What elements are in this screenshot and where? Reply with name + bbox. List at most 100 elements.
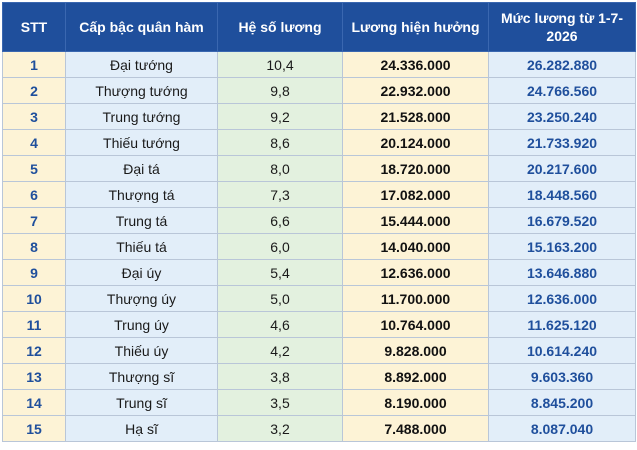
table-row: 3 Trung tướng 9,2 21.528.000 23.250.240 bbox=[2, 103, 636, 130]
cell-rank: Đại úy bbox=[65, 259, 218, 286]
cell-current-salary: 8.190.000 bbox=[342, 389, 489, 416]
cell-new-salary: 24.766.560 bbox=[488, 77, 636, 104]
cell-rank: Trung tướng bbox=[65, 103, 218, 130]
cell-new-salary: 26.282.880 bbox=[488, 51, 636, 78]
table-row: 10 Thượng úy 5,0 11.700.000 12.636.000 bbox=[2, 285, 636, 312]
cell-coefficient: 9,2 bbox=[217, 103, 343, 130]
header-new-salary: Mức lương từ 1-7-2026 bbox=[488, 2, 636, 52]
cell-current-salary: 15.444.000 bbox=[342, 207, 489, 234]
cell-new-salary: 18.448.560 bbox=[488, 181, 636, 208]
cell-stt: 4 bbox=[2, 129, 66, 156]
cell-rank: Thượng sĩ bbox=[65, 363, 218, 390]
table-row: 1 Đại tướng 10,4 24.336.000 26.282.880 bbox=[2, 51, 636, 78]
table-row: 9 Đại úy 5,4 12.636.000 13.646.880 bbox=[2, 259, 636, 286]
cell-current-salary: 7.488.000 bbox=[342, 415, 489, 442]
cell-stt: 1 bbox=[2, 51, 66, 78]
cell-stt: 7 bbox=[2, 207, 66, 234]
cell-stt: 11 bbox=[2, 311, 66, 338]
cell-new-salary: 13.646.880 bbox=[488, 259, 636, 286]
cell-coefficient: 3,8 bbox=[217, 363, 343, 390]
cell-new-salary: 15.163.200 bbox=[488, 233, 636, 260]
cell-current-salary: 24.336.000 bbox=[342, 51, 489, 78]
cell-current-salary: 11.700.000 bbox=[342, 285, 489, 312]
cell-coefficient: 8,6 bbox=[217, 129, 343, 156]
cell-new-salary: 20.217.600 bbox=[488, 155, 636, 182]
cell-current-salary: 8.892.000 bbox=[342, 363, 489, 390]
cell-new-salary: 8.845.200 bbox=[488, 389, 636, 416]
cell-current-salary: 21.528.000 bbox=[342, 103, 489, 130]
table-row: 8 Thiếu tá 6,0 14.040.000 15.163.200 bbox=[2, 233, 636, 260]
salary-table: STT Cấp bậc quân hàm Hệ số lương Lương h… bbox=[2, 2, 636, 442]
cell-new-salary: 8.087.040 bbox=[488, 415, 636, 442]
cell-coefficient: 4,6 bbox=[217, 311, 343, 338]
cell-new-salary: 12.636.000 bbox=[488, 285, 636, 312]
cell-coefficient: 9,8 bbox=[217, 77, 343, 104]
cell-coefficient: 4,2 bbox=[217, 337, 343, 364]
table-row: 7 Trung tá 6,6 15.444.000 16.679.520 bbox=[2, 207, 636, 234]
cell-coefficient: 5,4 bbox=[217, 259, 343, 286]
cell-rank: Thiếu tá bbox=[65, 233, 218, 260]
header-current-salary: Lương hiện hưởng bbox=[342, 2, 489, 52]
table-body: 1 Đại tướng 10,4 24.336.000 26.282.880 2 Thượn… bbox=[2, 51, 636, 442]
header-row: STT Cấp bậc quân hàm Hệ số lương Lương h… bbox=[2, 2, 636, 52]
cell-coefficient: 3,5 bbox=[217, 389, 343, 416]
cell-coefficient: 7,3 bbox=[217, 181, 343, 208]
table-row: 13 Thượng sĩ 3,8 8.892.000 9.603.360 bbox=[2, 363, 636, 390]
cell-current-salary: 17.082.000 bbox=[342, 181, 489, 208]
table-row: 2 Thượng tướng 9,8 22.932.000 24.766.560 bbox=[2, 77, 636, 104]
header-rank: Cấp bậc quân hàm bbox=[65, 2, 218, 52]
cell-stt: 8 bbox=[2, 233, 66, 260]
table-row: 11 Trung úy 4,6 10.764.000 11.625.120 bbox=[2, 311, 636, 338]
cell-rank: Thượng úy bbox=[65, 285, 218, 312]
cell-stt: 5 bbox=[2, 155, 66, 182]
cell-stt: 13 bbox=[2, 363, 66, 390]
cell-stt: 3 bbox=[2, 103, 66, 130]
cell-new-salary: 9.603.360 bbox=[488, 363, 636, 390]
table-row: 12 Thiếu úy 4,2 9.828.000 10.614.240 bbox=[2, 337, 636, 364]
cell-new-salary: 16.679.520 bbox=[488, 207, 636, 234]
cell-coefficient: 6,0 bbox=[217, 233, 343, 260]
cell-coefficient: 6,6 bbox=[217, 207, 343, 234]
cell-stt: 2 bbox=[2, 77, 66, 104]
table-row: 4 Thiếu tướng 8,6 20.124.000 21.733.920 bbox=[2, 129, 636, 156]
cell-new-salary: 21.733.920 bbox=[488, 129, 636, 156]
cell-current-salary: 9.828.000 bbox=[342, 337, 489, 364]
cell-current-salary: 10.764.000 bbox=[342, 311, 489, 338]
cell-current-salary: 14.040.000 bbox=[342, 233, 489, 260]
table-row: 15 Hạ sĩ 3,2 7.488.000 8.087.040 bbox=[2, 415, 636, 442]
cell-rank: Trung sĩ bbox=[65, 389, 218, 416]
cell-rank: Trung tá bbox=[65, 207, 218, 234]
cell-new-salary: 23.250.240 bbox=[488, 103, 636, 130]
cell-new-salary: 11.625.120 bbox=[488, 311, 636, 338]
table-row: 6 Thượng tá 7,3 17.082.000 18.448.560 bbox=[2, 181, 636, 208]
cell-rank: Hạ sĩ bbox=[65, 415, 218, 442]
cell-new-salary: 10.614.240 bbox=[488, 337, 636, 364]
header-coefficient: Hệ số lương bbox=[217, 2, 343, 52]
cell-stt: 15 bbox=[2, 415, 66, 442]
cell-current-salary: 12.636.000 bbox=[342, 259, 489, 286]
cell-current-salary: 18.720.000 bbox=[342, 155, 489, 182]
cell-rank: Đại tướng bbox=[65, 51, 218, 78]
cell-stt: 9 bbox=[2, 259, 66, 286]
cell-current-salary: 20.124.000 bbox=[342, 129, 489, 156]
cell-rank: Thiếu tướng bbox=[65, 129, 218, 156]
cell-rank: Trung úy bbox=[65, 311, 218, 338]
cell-stt: 14 bbox=[2, 389, 66, 416]
cell-coefficient: 3,2 bbox=[217, 415, 343, 442]
cell-rank: Thiếu úy bbox=[65, 337, 218, 364]
cell-current-salary: 22.932.000 bbox=[342, 77, 489, 104]
cell-stt: 10 bbox=[2, 285, 66, 312]
cell-stt: 12 bbox=[2, 337, 66, 364]
cell-rank: Đại tá bbox=[65, 155, 218, 182]
table-header: STT Cấp bậc quân hàm Hệ số lương Lương h… bbox=[2, 2, 636, 52]
cell-coefficient: 10,4 bbox=[217, 51, 343, 78]
header-stt: STT bbox=[2, 2, 66, 52]
cell-rank: Thượng tá bbox=[65, 181, 218, 208]
cell-rank: Thượng tướng bbox=[65, 77, 218, 104]
table-row: 14 Trung sĩ 3,5 8.190.000 8.845.200 bbox=[2, 389, 636, 416]
cell-coefficient: 8,0 bbox=[217, 155, 343, 182]
table-row: 5 Đại tá 8,0 18.720.000 20.217.600 bbox=[2, 155, 636, 182]
cell-stt: 6 bbox=[2, 181, 66, 208]
cell-coefficient: 5,0 bbox=[217, 285, 343, 312]
